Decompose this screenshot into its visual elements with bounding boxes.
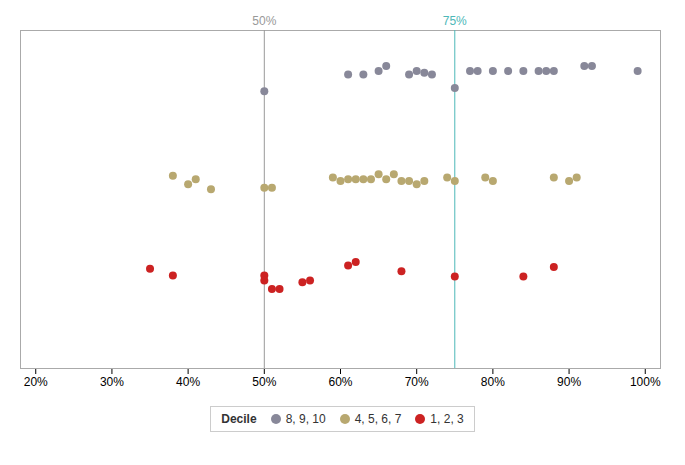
svg-text:50%: 50% bbox=[252, 375, 276, 389]
svg-text:40%: 40% bbox=[176, 375, 200, 389]
svg-text:70%: 70% bbox=[405, 375, 429, 389]
html-text:8, 9, 10: 8, 9, 10 bbox=[285, 412, 326, 426]
svg-text:100%: 100% bbox=[630, 375, 661, 389]
html-text:Decile: Decile bbox=[221, 412, 257, 426]
svg-text:75%: 75% bbox=[443, 14, 467, 28]
svg-text:30%: 30% bbox=[100, 375, 124, 389]
svg-text:50%: 50% bbox=[252, 14, 276, 28]
svg-text:20%: 20% bbox=[24, 375, 48, 389]
html-text:1, 2, 3: 1, 2, 3 bbox=[430, 412, 464, 426]
svg-text:80%: 80% bbox=[481, 375, 505, 389]
svg-text:60%: 60% bbox=[328, 375, 352, 389]
svg-text:90%: 90% bbox=[557, 375, 581, 389]
html-text:4, 5, 6, 7: 4, 5, 6, 7 bbox=[354, 412, 402, 426]
